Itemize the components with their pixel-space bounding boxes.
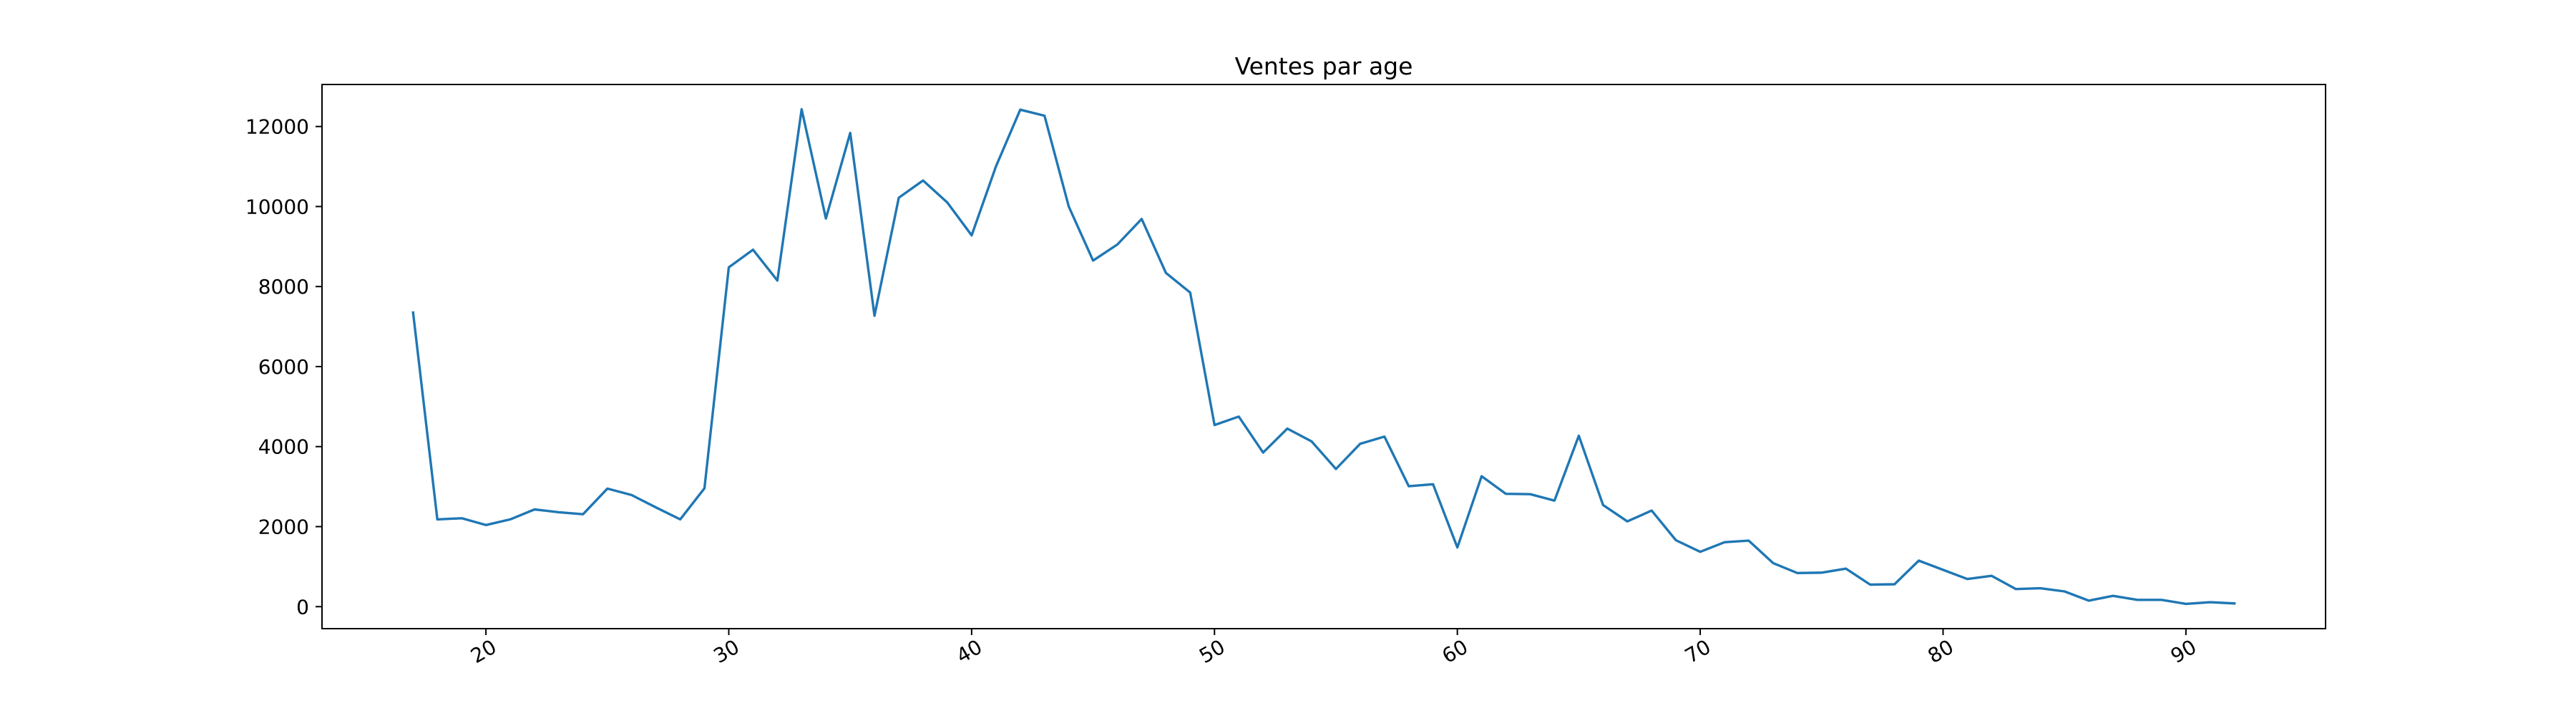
y-tick-label: 12000	[245, 115, 309, 139]
y-tick-label: 0	[296, 595, 309, 619]
series-line-sales	[411, 107, 2236, 606]
y-tick-label: 10000	[245, 195, 309, 218]
axes-frame	[321, 84, 2326, 629]
y-tick-label: 2000	[258, 516, 309, 539]
y-axis: 0 2000 4000 6000 8000 10000 12000	[245, 115, 322, 619]
y-tick-label: 6000	[258, 355, 309, 379]
chart-title: Ventes par age	[1235, 52, 1413, 80]
plot-area: 20 30 40 50 60 70 80 90 02000400060008000100001…	[245, 84, 2326, 668]
y-tick-label: 4000	[258, 435, 309, 459]
y-tick-label: 8000	[258, 275, 309, 299]
